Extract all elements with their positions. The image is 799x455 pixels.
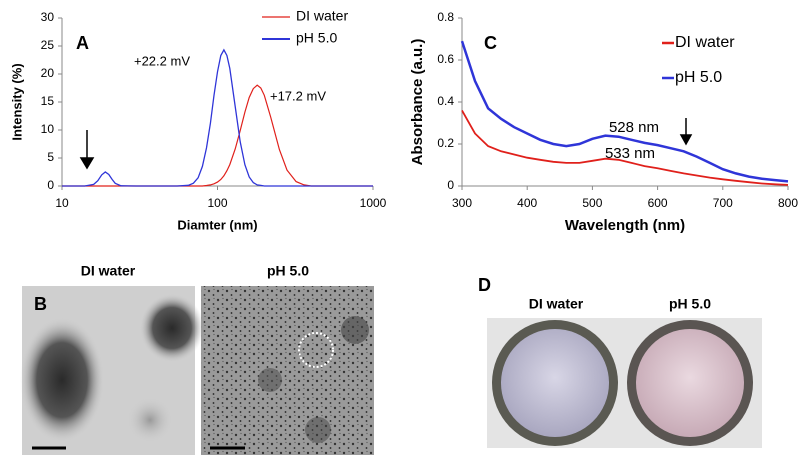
x-axis-title: Diamter (nm) bbox=[177, 217, 257, 232]
particle bbox=[305, 417, 331, 443]
panel-label: D bbox=[478, 275, 491, 295]
x-tick-label: 400 bbox=[517, 196, 537, 210]
tem-images bbox=[20, 286, 374, 455]
y-tick-label: 0 bbox=[47, 178, 54, 192]
caption: pH 5.0 bbox=[669, 296, 711, 312]
y-tick-label: 0.4 bbox=[437, 94, 454, 108]
legend-label: DI water bbox=[296, 8, 348, 24]
y-axis-title: Intensity (%) bbox=[9, 63, 24, 140]
y-tick-label: 0.8 bbox=[437, 10, 454, 24]
x-tick-label: 800 bbox=[778, 196, 798, 210]
caption: DI water bbox=[529, 296, 584, 312]
y-tick-label: 30 bbox=[41, 10, 55, 24]
y-tick-label: 10 bbox=[41, 122, 55, 136]
x-tick-label: 700 bbox=[713, 196, 733, 210]
y-tick-label: 0 bbox=[447, 178, 454, 192]
caption: pH 5.0 bbox=[267, 263, 309, 279]
arrows bbox=[79, 118, 693, 170]
annotation: +22.2 mV bbox=[134, 53, 190, 68]
panel-label: A bbox=[76, 33, 89, 53]
annotation: 528 nm bbox=[609, 119, 659, 136]
y-tick-label: 20 bbox=[41, 66, 55, 80]
highlight-circle bbox=[298, 332, 334, 368]
particle bbox=[20, 318, 104, 442]
y-tick-label: 25 bbox=[41, 38, 55, 52]
x-tick-label: 600 bbox=[648, 196, 668, 210]
panel-label: B bbox=[34, 294, 47, 314]
series-line bbox=[62, 84, 373, 187]
annotation: 533 nm bbox=[605, 145, 655, 162]
y-axis-title: Absorbance (a.u.) bbox=[409, 39, 426, 166]
x-tick-label: 500 bbox=[582, 196, 602, 210]
x-tick-label: 10 bbox=[55, 196, 69, 210]
particle bbox=[140, 294, 204, 362]
annotation: +17.2 mV bbox=[270, 88, 326, 103]
legend-label: DI water bbox=[675, 34, 735, 51]
x-tick-label: 300 bbox=[452, 196, 472, 210]
well-di-water bbox=[501, 329, 609, 437]
particle bbox=[341, 316, 369, 344]
arrow-head bbox=[679, 134, 693, 146]
particle bbox=[258, 368, 282, 392]
panel-label: C bbox=[484, 33, 497, 53]
y-tick-label: 5 bbox=[47, 150, 54, 164]
x-axis-title: Wavelength (nm) bbox=[565, 217, 685, 234]
x-tick-label: 1000 bbox=[360, 196, 387, 210]
well-ph5 bbox=[636, 329, 744, 437]
well-photo bbox=[487, 318, 762, 448]
series-line bbox=[461, 109, 789, 186]
series-line bbox=[62, 48, 373, 187]
tem-ph5 bbox=[201, 286, 374, 455]
series-line bbox=[460, 40, 789, 183]
caption: DI water bbox=[81, 263, 136, 279]
y-tick-label: 0.6 bbox=[437, 52, 454, 66]
y-tick-label: 0.2 bbox=[437, 136, 454, 150]
y-tick-label: 15 bbox=[41, 94, 55, 108]
x-tick-label: 100 bbox=[207, 196, 227, 210]
arrow-head bbox=[79, 157, 95, 170]
legend-label: pH 5.0 bbox=[675, 69, 722, 86]
legend-label: pH 5.0 bbox=[296, 30, 337, 46]
particle bbox=[125, 395, 175, 445]
